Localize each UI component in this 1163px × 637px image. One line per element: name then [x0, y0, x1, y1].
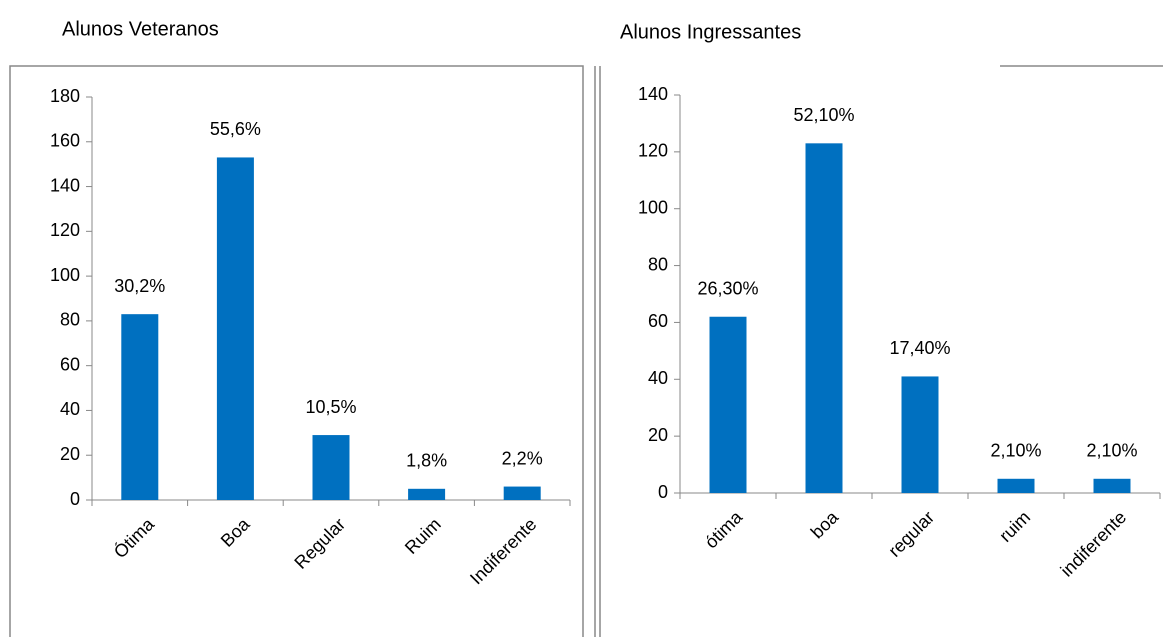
x-tick-label: ruim — [995, 507, 1034, 546]
y-tick-label: 40 — [648, 368, 668, 388]
bar — [901, 376, 939, 493]
y-tick-label: 40 — [60, 399, 80, 419]
x-tick-label: indiferente — [1057, 507, 1131, 581]
bar — [503, 486, 541, 500]
bar — [805, 143, 843, 494]
data-label: 26,30% — [697, 278, 758, 298]
data-label: 10,5% — [305, 397, 356, 417]
bar — [997, 478, 1035, 493]
x-tick-label: Ruim — [401, 514, 445, 558]
y-tick-label: 80 — [60, 310, 80, 330]
y-tick-label: 180 — [50, 86, 80, 106]
bar — [408, 488, 446, 500]
data-label: 30,2% — [114, 276, 165, 296]
data-label: 2,10% — [1086, 441, 1137, 461]
chart-title: Alunos Veteranos — [62, 18, 219, 40]
y-tick-label: 0 — [658, 482, 668, 502]
data-label: 52,10% — [793, 105, 854, 125]
y-tick-label: 160 — [50, 131, 80, 151]
x-tick-label: Indiferente — [466, 514, 540, 588]
chart-frame — [9, 65, 584, 637]
y-tick-label: 20 — [60, 444, 80, 464]
x-tick-label: Ótima — [109, 513, 158, 562]
y-tick-label: 120 — [638, 141, 668, 161]
data-label: 2,10% — [990, 441, 1041, 461]
y-tick-label: 140 — [638, 84, 668, 104]
data-label: 2,2% — [502, 448, 543, 468]
y-tick-label: 60 — [60, 354, 80, 374]
y-tick-label: 60 — [648, 311, 668, 331]
x-tick-label: ótima — [701, 506, 747, 552]
y-tick-label: 100 — [638, 197, 668, 217]
y-tick-label: 80 — [648, 254, 668, 274]
y-tick-label: 100 — [50, 265, 80, 285]
x-tick-label: boa — [807, 506, 843, 542]
y-tick-label: 0 — [70, 489, 80, 509]
bar — [216, 157, 254, 500]
bar — [1093, 478, 1131, 493]
y-tick-label: 20 — [648, 425, 668, 445]
bar — [709, 316, 747, 493]
data-label: 17,40% — [889, 338, 950, 358]
bar — [312, 435, 350, 500]
y-tick-label: 140 — [50, 175, 80, 195]
chart-title: Alunos Ingressantes — [620, 21, 801, 43]
y-tick-label: 120 — [50, 220, 80, 240]
x-tick-label: Regular — [290, 514, 349, 573]
data-label: 1,8% — [406, 451, 447, 471]
bar — [121, 314, 159, 500]
data-label: 55,6% — [210, 119, 261, 139]
x-tick-label: regular — [884, 507, 938, 561]
x-tick-label: Boa — [217, 513, 254, 550]
